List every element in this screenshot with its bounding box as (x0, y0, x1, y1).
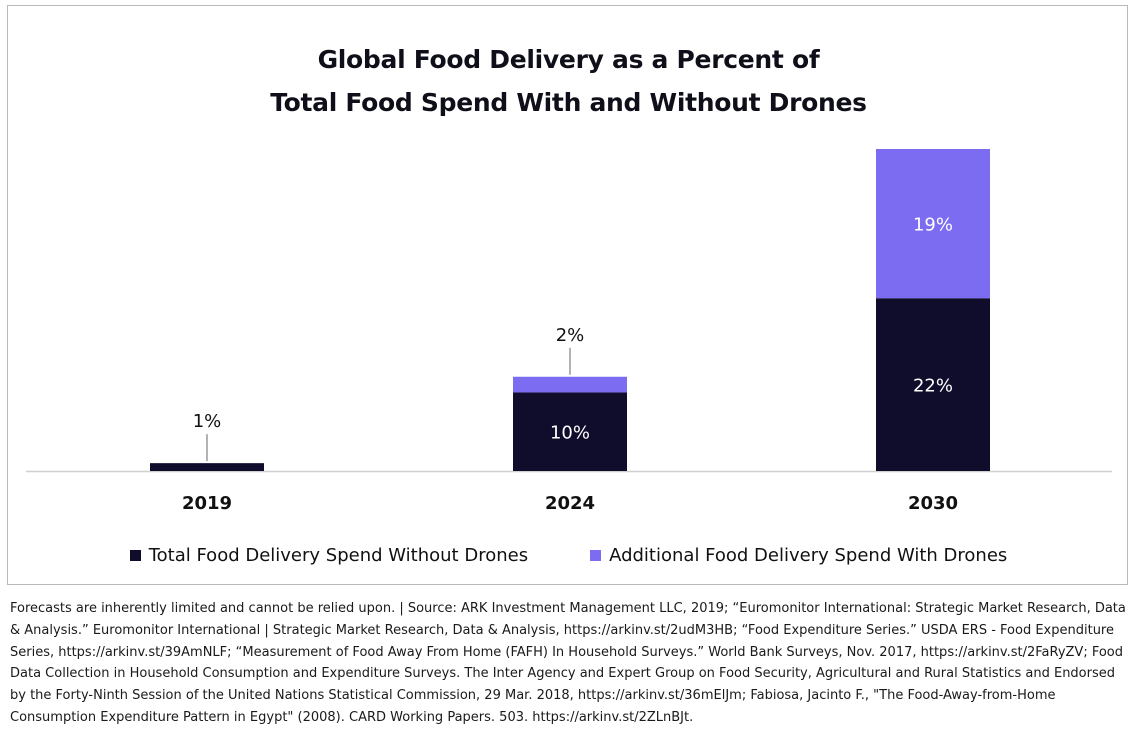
data-label-2024-without-drones: 10% (550, 423, 590, 444)
chart-title-line-1: Global Food Delivery as a Percent of (317, 45, 820, 74)
x-tick-label-2024: 2024 (545, 493, 595, 514)
bar-2019-without-drones (150, 463, 264, 471)
legend-swatch-without-drones (129, 549, 141, 561)
bar-2030-with-drones (876, 149, 990, 299)
legend-swatch-with-drones (590, 549, 602, 561)
chart-legend: Total Food Delivery Spend Without Drones… (8, 541, 1129, 569)
x-tick-label-2019: 2019 (182, 493, 232, 514)
chart-title: Global Food Delivery as a Percent of Tot… (8, 38, 1129, 124)
chart-title-line-2: Total Food Spend With and Without Drones (270, 88, 867, 117)
bar-chart: 1% 2019 10% 2% 2024 22% 19% 2030 (26, 149, 1112, 514)
legend-item-without-drones: Total Food Delivery Spend Without Drones (129, 544, 529, 566)
data-label-2019-without-drones: 1% (193, 411, 222, 432)
source-footnote: Forecasts are inherently limited and can… (10, 601, 1126, 725)
legend-item-with-drones: Additional Food Delivery Spend With Dron… (590, 545, 1007, 566)
data-label-2024-with-drones: 2% (556, 325, 585, 346)
bar-2030-without-drones (876, 298, 990, 471)
legend-label-without-drones: Total Food Delivery Spend Without Drones (148, 544, 529, 566)
x-tick-label-2030: 2030 (908, 493, 958, 514)
bar-2024-without-drones (513, 392, 627, 471)
bar-2024-with-drones (513, 376, 627, 393)
data-label-2030-without-drones: 22% (913, 376, 953, 397)
chart-frame: Global Food Delivery as a Percent of Tot… (7, 5, 1128, 585)
data-label-2030-with-drones: 19% (913, 215, 953, 236)
legend-label-with-drones: Additional Food Delivery Spend With Dron… (609, 544, 1008, 566)
